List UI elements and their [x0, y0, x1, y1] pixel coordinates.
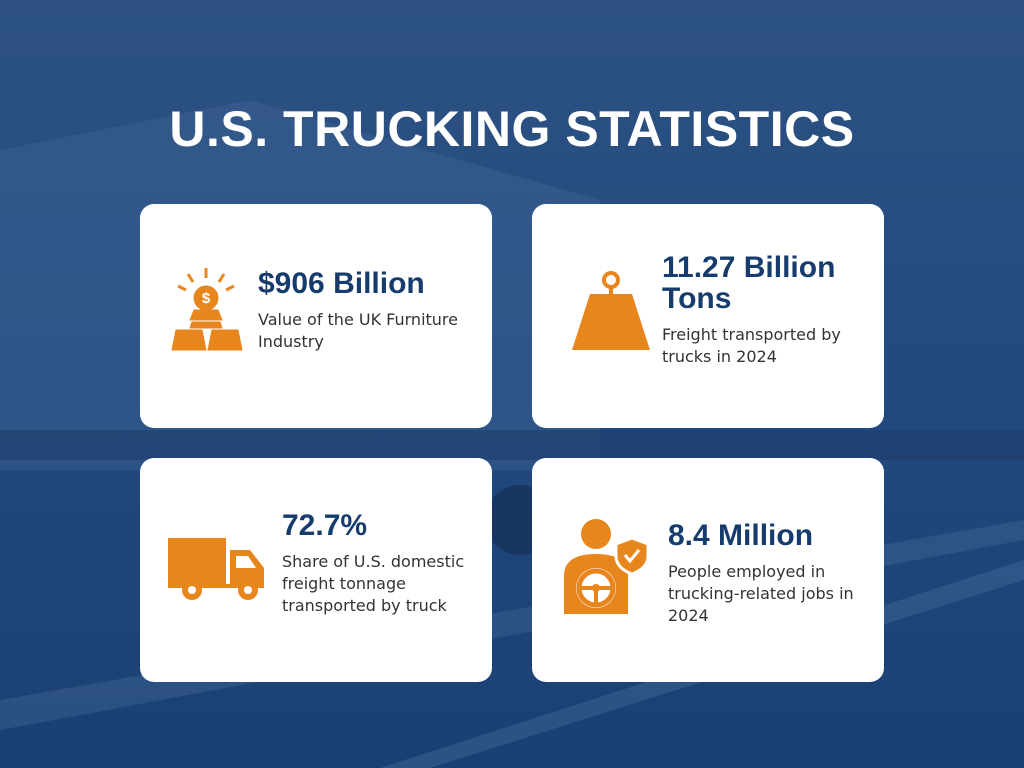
- weight-icon: [572, 271, 650, 350]
- stat-description: Share of U.S. domestic freight tonnage t…: [282, 552, 465, 615]
- svg-text:$: $: [202, 290, 211, 307]
- stat-description: Value of the UK Furniture Industry: [258, 310, 458, 351]
- stat-card: 72.7% Share of U.S. domestic freight ton…: [140, 458, 492, 682]
- stat-card: 8.4 Million People employed in trucking-…: [532, 458, 884, 682]
- title: U.S. TRUCKING STATISTICS: [169, 101, 855, 157]
- stat-value: 8.4 Million: [668, 519, 814, 552]
- gold-icon: $: [171, 268, 243, 351]
- stat-description: Freight transported by trucks in 2024: [662, 325, 841, 366]
- stat-card: 11.27 Billion Tons Freight transported b…: [532, 204, 884, 428]
- truck-icon: [168, 538, 264, 600]
- driver-icon: [564, 519, 650, 614]
- stat-card: $ $906 Billion Value of the UK Furniture…: [140, 204, 492, 428]
- stat-value: 11.27 Billion Tons: [662, 251, 836, 315]
- stat-description: People employed in trucking-related jobs…: [668, 562, 854, 625]
- stat-value: $906 Billion: [258, 267, 425, 300]
- stat-value: 72.7%: [282, 509, 368, 542]
